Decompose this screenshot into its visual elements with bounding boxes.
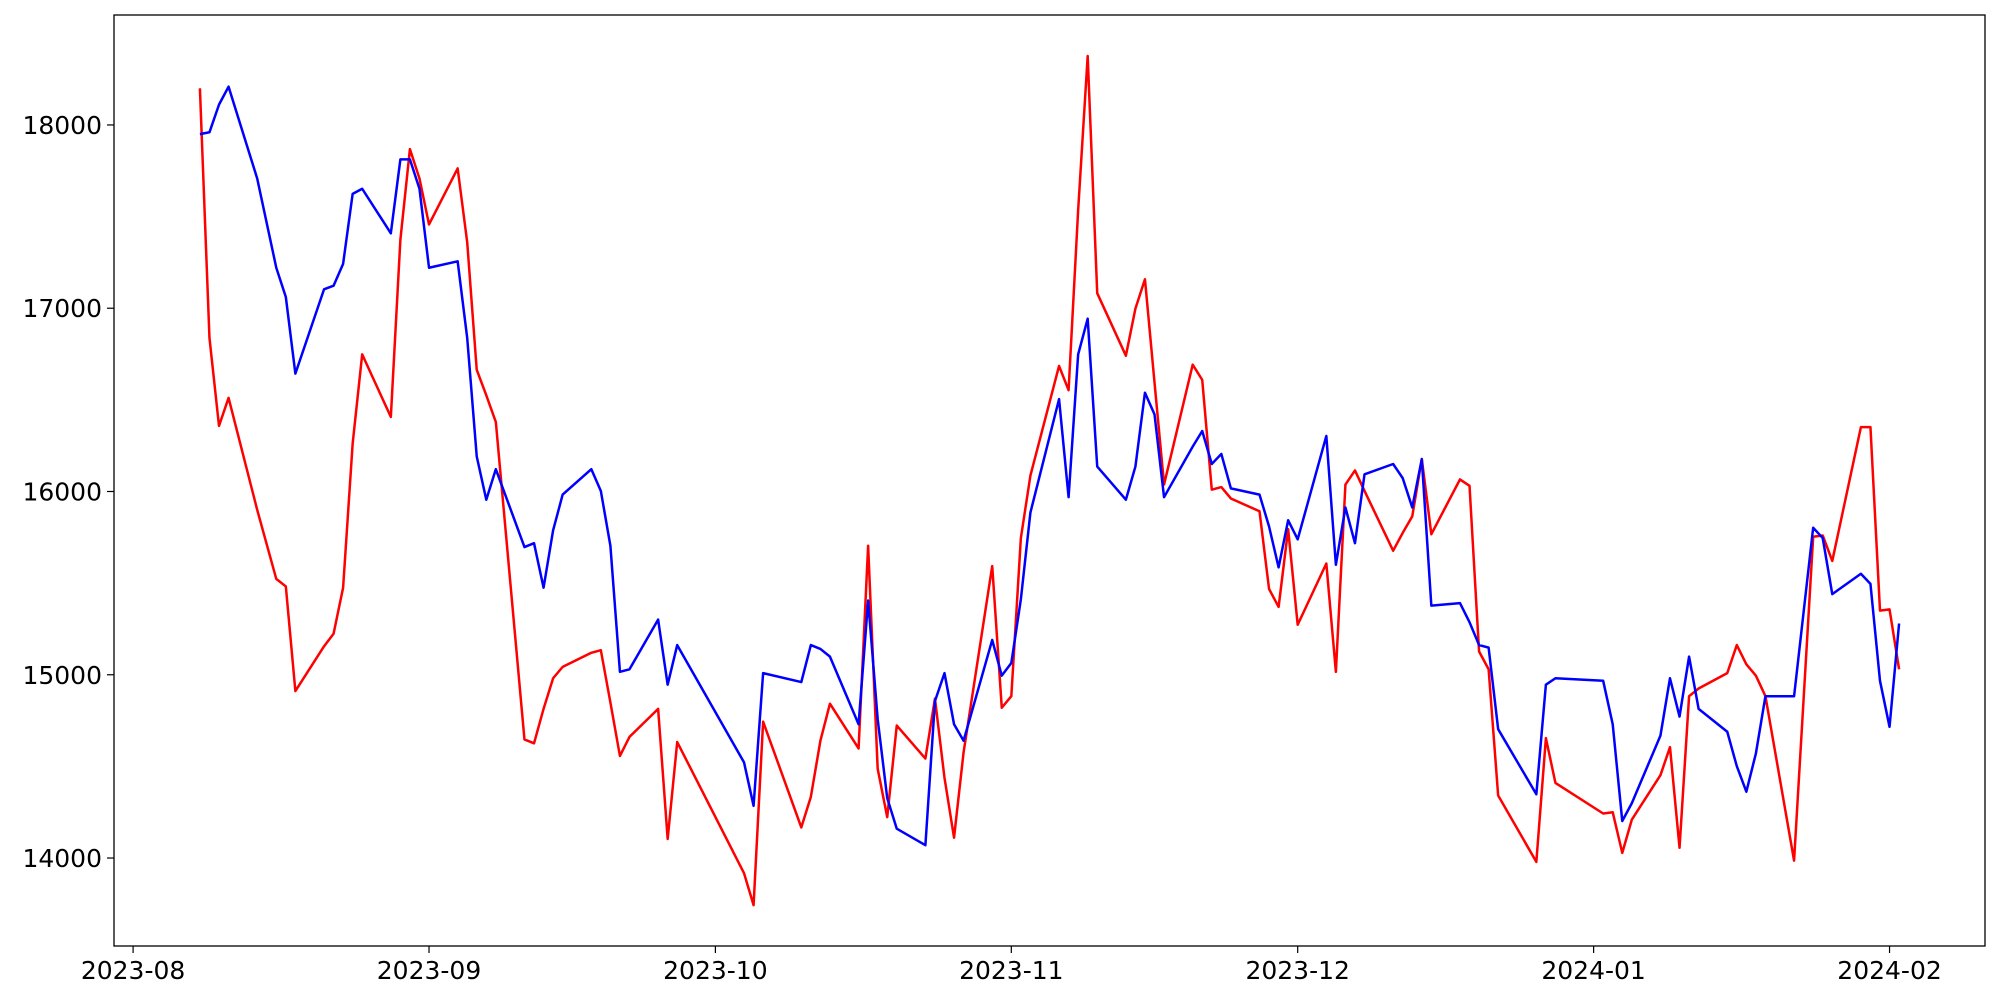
y-tick-label: 16000 [22,477,102,506]
x-tick-label: 2023-11 [959,956,1063,985]
y-tick-label: 18000 [22,111,102,140]
x-tick-label: 2023-12 [1245,956,1349,985]
x-tick-label: 2023-10 [663,956,767,985]
x-tick-label: 2024-01 [1541,956,1645,985]
series-line [199,85,1901,847]
x-tick-label: 2024-02 [1837,956,1941,985]
y-tick-label: 17000 [22,294,102,323]
y-tick-label: 14000 [22,844,102,873]
x-tick-label: 2023-09 [377,956,481,985]
series-line [198,54,1901,907]
x-tick-label: 2023-08 [81,956,185,985]
plot-frame [113,14,1986,947]
y-tick-label: 15000 [22,661,102,690]
